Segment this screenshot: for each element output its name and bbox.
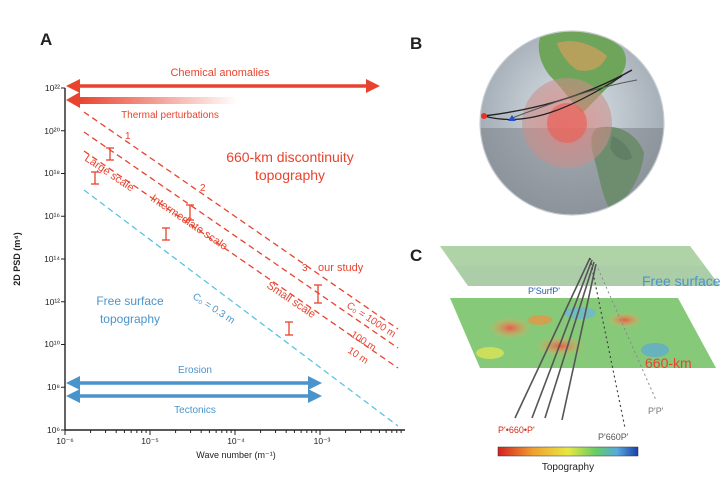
tectonics-label: Tectonics [174, 405, 216, 416]
free-surface-line2: topography [100, 312, 160, 326]
660km-label: 660-km [645, 355, 692, 371]
y-tick-label: 10²⁰ [44, 126, 60, 136]
psd-chart: 10⁶ 10⁸ 10¹⁰ 10¹² 10¹⁴ 10¹⁶ 10¹⁸ 10²⁰ 10… [12, 67, 405, 460]
ray-surf-label: P'SurfP' [528, 286, 560, 296]
topo-anomaly [488, 317, 532, 339]
free-surface-line1: Free surface [96, 294, 164, 308]
ray-line [561, 263, 597, 421]
scale-number-2: 2 [200, 183, 206, 194]
panel-a-letter: A [40, 30, 53, 49]
chemical-arrow-head-left [66, 79, 80, 93]
series-line-c0-10m [83, 150, 399, 369]
ray-line [531, 259, 593, 419]
y-tick-label: 10¹⁶ [44, 211, 60, 221]
small-scale-label: Small scale [264, 280, 317, 321]
large-scale-label: Large scale [82, 153, 136, 195]
ray-path [511, 79, 638, 119]
y-tick-label: 10⁶ [47, 425, 60, 435]
erosion-label: Erosion [178, 365, 212, 376]
ray-line [514, 257, 591, 419]
y-tick-label: 10⁸ [47, 382, 60, 392]
station-marker [508, 115, 516, 121]
our-study-label: our study [318, 262, 364, 274]
globe-illustration [479, 30, 665, 216]
colorbar-label: Topography [542, 462, 594, 473]
scale-number-3: 3 [302, 263, 308, 274]
x-tick-label: 10⁻⁶ [56, 436, 73, 446]
thermal-perturbations-band [78, 97, 238, 104]
x-axis-title: Wave number (m⁻¹) [196, 450, 275, 460]
inner-core [547, 103, 587, 143]
source-marker [481, 113, 487, 119]
disc-title-line1: 660-km discontinuity [226, 149, 354, 165]
y-tick-label: 10¹⁸ [44, 168, 60, 178]
topography-3d-illustration: Free surface 660-km P'SurfP' P'•660•P' P… [440, 246, 720, 473]
x-tick-label: 10⁻⁵ [141, 436, 158, 446]
tectonics-arrow-head-left [66, 389, 80, 403]
thermal-perturbations-label: Thermal perturbations [121, 110, 219, 121]
chemical-arrow-head-right [366, 79, 380, 93]
series-line-c0-1000m [83, 111, 399, 330]
erosion-arrow-head-right [308, 376, 322, 390]
x-tick-label: 10⁻⁴ [227, 436, 245, 446]
y-tick-label: 10²² [45, 83, 60, 93]
ray-line [544, 261, 595, 419]
panel-c-letter: C [410, 246, 423, 265]
ray-660-label: P'•660•P' [498, 425, 535, 435]
y-axis-title: 2D PSD (m⁴) [12, 232, 22, 285]
series-label-0.3m: C₀ = 0.3 m [190, 291, 236, 326]
ray-line-dotted [589, 257, 626, 429]
series-line-c0-0.3m [83, 189, 399, 427]
y-tick-label: 10¹⁴ [44, 254, 60, 264]
y-tick-label: 10¹² [45, 297, 60, 307]
thermal-arrow-head [66, 92, 80, 108]
free-surface-label: Free surface [642, 273, 720, 289]
ray-p660-label: P'660P' [598, 432, 629, 442]
panel-b-letter: B [410, 34, 423, 53]
y-tick-label: 10¹⁰ [44, 339, 60, 349]
chemical-anomalies-label: Chemical anomalies [170, 67, 270, 79]
x-tick-label: 10⁻³ [314, 436, 331, 446]
topo-anomaly [607, 312, 643, 328]
tectonics-arrow-head-right [308, 389, 322, 403]
ray-pp-label: P'P' [648, 406, 664, 416]
series-line-c0-100m [83, 131, 399, 349]
erosion-arrow-head-left [66, 376, 80, 390]
scale-number-1: 1 [125, 131, 131, 142]
topography-colorbar [497, 446, 639, 457]
disc-title-line2: topography [255, 167, 325, 183]
intermediate-scale-label: Intermediate scale [148, 193, 229, 253]
